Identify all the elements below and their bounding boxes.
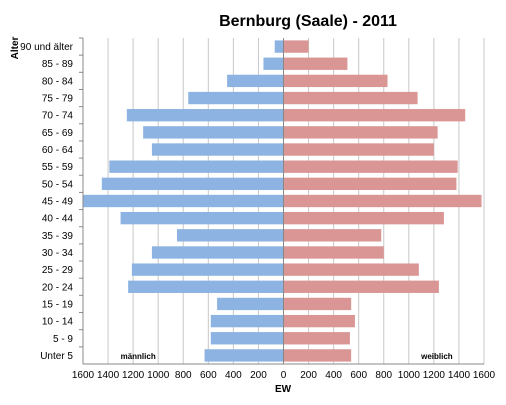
bar-weiblich [283, 160, 458, 173]
x-axis-title: EW [275, 384, 292, 395]
y-tick-label: 55 - 59 [42, 162, 74, 173]
bar-maennlich [176, 229, 284, 242]
y-tick-label: 60 - 64 [42, 145, 74, 156]
bar-weiblich [283, 143, 434, 156]
x-tick-label: 1200 [423, 370, 446, 381]
series-label-maennlich: männlich [121, 352, 156, 361]
bar-maennlich [274, 40, 284, 53]
bar-weiblich [283, 297, 352, 311]
bar-maennlich [188, 91, 284, 105]
x-tick-label: 1400 [97, 370, 120, 381]
x-tick-label: 1600 [473, 370, 496, 381]
x-tick-label: 600 [350, 370, 367, 381]
y-tick-label: 75 - 79 [42, 94, 74, 105]
bar-maennlich [151, 246, 284, 259]
bar-weiblich [283, 40, 309, 53]
x-tick-label: 400 [325, 370, 342, 381]
bar-weiblich [283, 211, 444, 225]
x-tick-label: 800 [175, 370, 192, 381]
y-tick-label: 30 - 34 [42, 248, 74, 259]
bar-weiblich [283, 109, 466, 122]
bar-weiblich [283, 280, 439, 293]
x-tick-label: 200 [300, 370, 317, 381]
bar-weiblich [283, 349, 352, 362]
x-tick-label: 400 [225, 370, 242, 381]
x-tick-label: 1000 [398, 370, 421, 381]
y-tick-label: Unter 5 [40, 351, 73, 362]
bar-weiblich [283, 194, 482, 208]
y-tick-label: 40 - 44 [42, 214, 74, 225]
y-tick-label: 80 - 84 [42, 76, 74, 87]
y-tick-label: 5 - 9 [53, 334, 73, 345]
bar-maennlich [128, 280, 284, 293]
bar-weiblich [283, 314, 355, 328]
x-tick-label: 200 [250, 370, 267, 381]
bars [83, 40, 482, 362]
series-label-weiblich: weiblich [420, 352, 453, 361]
bar-weiblich [283, 229, 382, 242]
y-tick-label: 90 und älter [20, 42, 73, 53]
bar-maennlich [109, 160, 284, 173]
bar-maennlich [83, 194, 284, 208]
axes [79, 37, 484, 365]
x-tick-label: 1000 [147, 370, 170, 381]
series-labels: männlich weiblich [121, 352, 453, 361]
y-tick-label: 20 - 24 [42, 282, 74, 293]
x-tick-label: 800 [375, 370, 392, 381]
bar-weiblich [283, 126, 438, 139]
bar-weiblich [283, 263, 419, 276]
x-tick-label: 1600 [72, 370, 95, 381]
bar-maennlich [151, 143, 284, 156]
chart-title: Bernburg (Saale) - 2011 [219, 13, 397, 30]
tick-labels: 1600 1400 1200 1000 800 600 400 200 0 200 400 600 80… [20, 42, 495, 381]
y-tick-label: 50 - 54 [42, 179, 74, 190]
bar-maennlich [131, 263, 284, 276]
y-tick-label: 65 - 69 [42, 128, 74, 139]
bar-weiblich [283, 74, 388, 88]
bar-maennlich [210, 314, 284, 328]
y-tick-label: 45 - 49 [42, 197, 74, 208]
bar-maennlich [210, 332, 284, 345]
bar-maennlich [227, 74, 284, 88]
y-tick-label: 15 - 19 [42, 299, 74, 310]
bar-maennlich [204, 349, 284, 362]
bar-weiblich [283, 332, 350, 345]
bar-maennlich [143, 126, 284, 139]
bar-maennlich [126, 109, 284, 122]
bar-weiblich [283, 246, 384, 259]
y-tick-label: 35 - 39 [42, 231, 74, 242]
y-tick-label: 10 - 14 [42, 317, 74, 328]
bar-maennlich [217, 297, 284, 311]
bar-weiblich [283, 177, 457, 191]
y-axis-title: Alter [10, 37, 21, 60]
bar-maennlich [263, 57, 284, 70]
x-tick-label: 600 [200, 370, 217, 381]
bar-weiblich [283, 91, 418, 105]
y-tick-label: 85 - 89 [42, 59, 74, 70]
y-tick-label: 70 - 74 [42, 111, 74, 122]
x-tick-label: 0 [281, 370, 287, 381]
x-tick-label: 1400 [448, 370, 471, 381]
y-tick-label: 25 - 29 [42, 265, 74, 276]
bar-maennlich [101, 177, 284, 191]
bar-weiblich [283, 57, 348, 70]
bar-maennlich [120, 211, 284, 225]
x-tick-label: 1200 [122, 370, 145, 381]
